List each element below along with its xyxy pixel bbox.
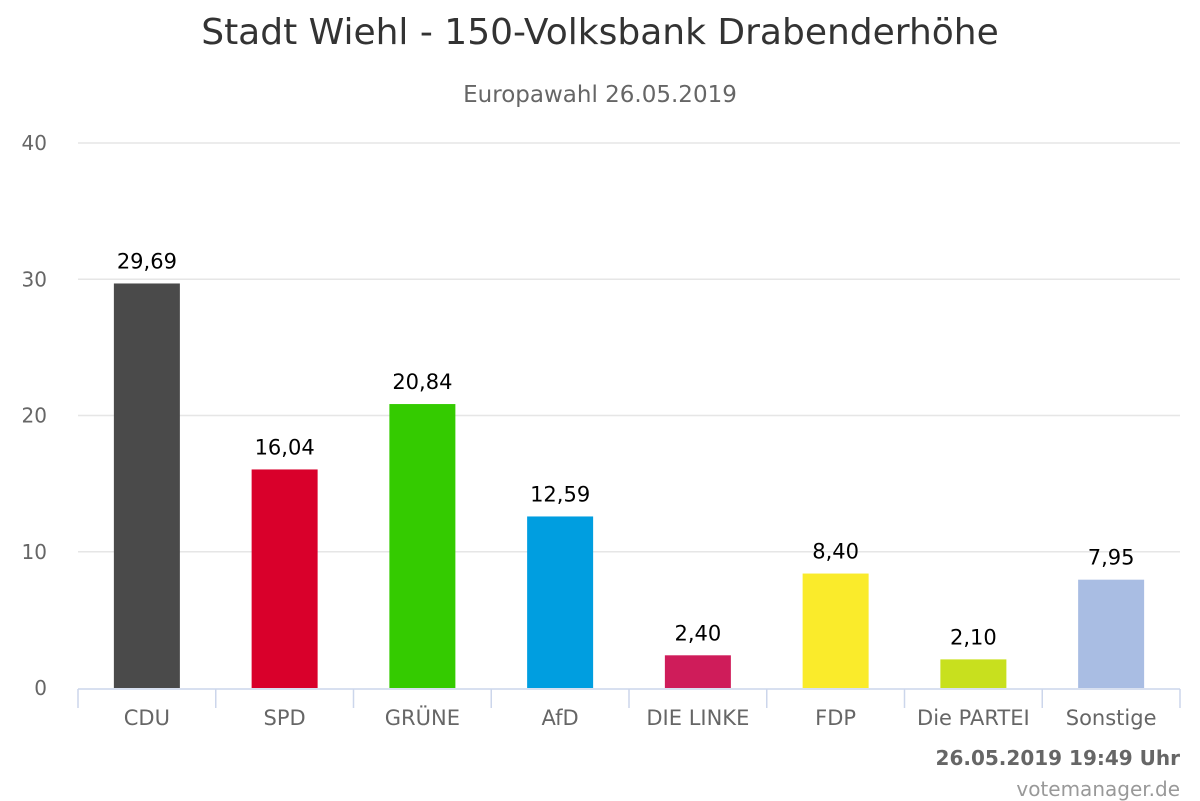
data-label: 29,69 — [117, 249, 177, 273]
chart-subtitle: Europawahl 26.05.2019 — [463, 82, 737, 108]
timestamp: 26.05.2019 19:49 Uhr — [935, 746, 1180, 770]
bar — [389, 404, 456, 688]
x-tick-label: Sonstige — [1066, 706, 1157, 730]
x-tick-label: AfD — [542, 706, 579, 730]
y-tick-label: 10 — [22, 540, 47, 564]
chart-title: Stadt Wiehl - 150-Volksbank Drabenderhöh… — [201, 12, 999, 53]
data-label: 7,95 — [1088, 546, 1135, 570]
data-label: 20,84 — [392, 370, 452, 394]
x-tick-label: DIE LINKE — [646, 706, 749, 730]
y-tick-label: 30 — [22, 267, 47, 291]
bar — [251, 469, 318, 688]
bar — [527, 516, 594, 688]
y-tick-label: 0 — [34, 676, 47, 700]
data-label: 12,59 — [530, 482, 590, 506]
data-label: 2,40 — [674, 621, 721, 645]
credit-link[interactable]: votemanager.de — [1016, 777, 1180, 801]
data-label: 8,40 — [812, 540, 859, 564]
y-tick-label: 20 — [22, 404, 47, 428]
data-label: 16,04 — [255, 435, 315, 459]
y-tick-label: 40 — [22, 131, 47, 155]
x-tick-label: SPD — [264, 706, 306, 730]
bar — [113, 283, 180, 688]
x-tick-label: Die PARTEI — [917, 706, 1030, 730]
x-tick-label: CDU — [124, 706, 170, 730]
bar — [1078, 579, 1145, 688]
x-tick-label: GRÜNE — [385, 705, 460, 730]
data-label: 2,10 — [950, 625, 997, 649]
bar — [940, 659, 1007, 688]
bar — [664, 655, 731, 688]
bar — [802, 573, 869, 688]
x-tick-label: FDP — [815, 706, 856, 730]
